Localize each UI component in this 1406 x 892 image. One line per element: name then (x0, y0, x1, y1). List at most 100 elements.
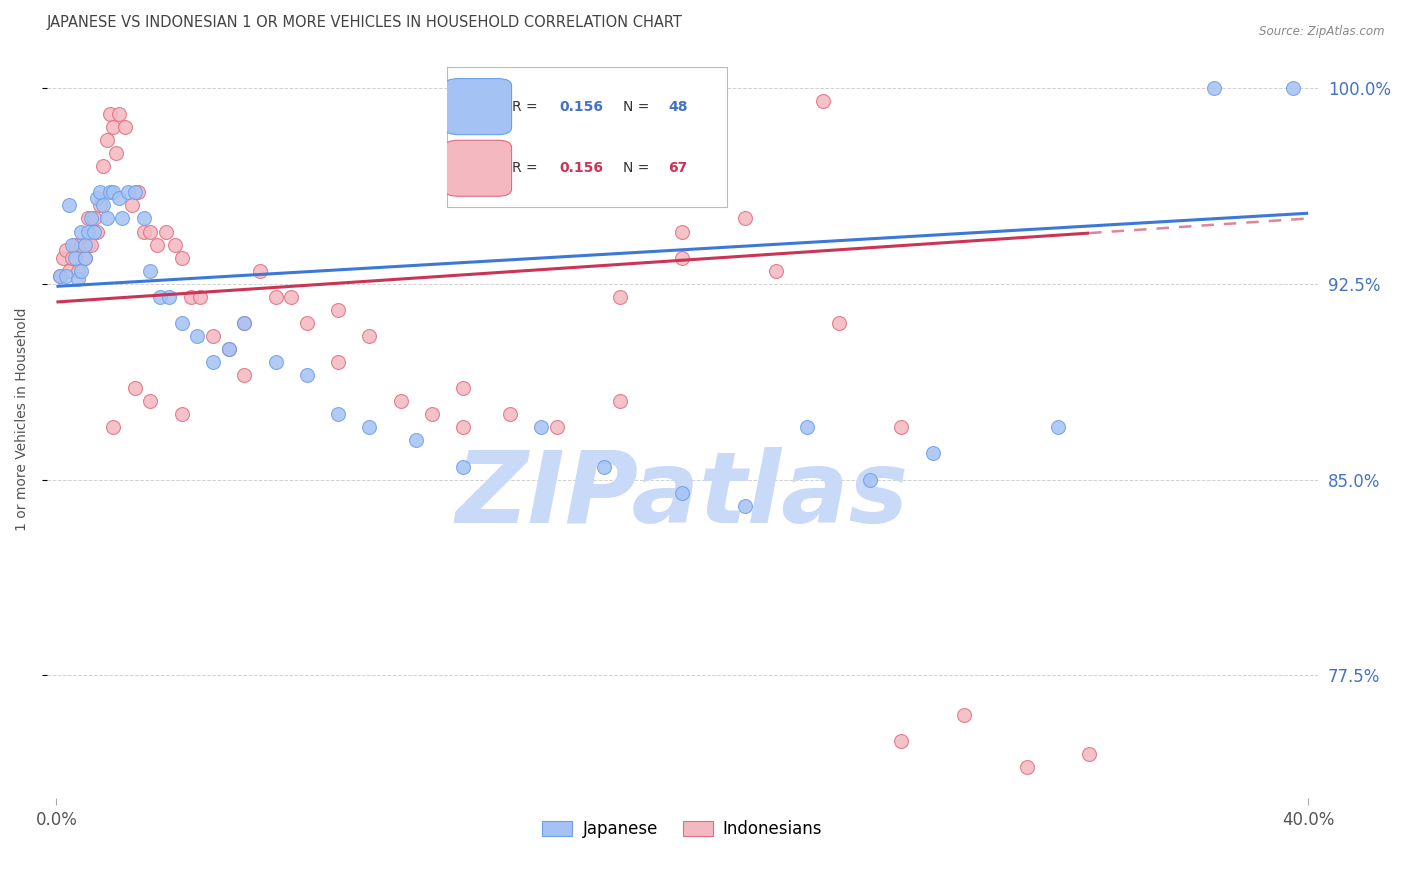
Point (233, 316, 256, 330)
Point (1204, 81, 1226, 95)
Point (765, 263, 787, 277)
Point (953, 707, 976, 722)
Point (67, 263, 90, 277)
Point (295, 368, 318, 383)
Y-axis label: 1 or more Vehicles in Household: 1 or more Vehicles in Household (15, 308, 30, 532)
Point (671, 225, 693, 239)
Point (233, 368, 256, 383)
Point (60, 251, 83, 265)
Point (58, 263, 80, 277)
Point (530, 420, 553, 434)
Point (70, 225, 93, 239)
Point (98, 186, 121, 200)
Point (70, 237, 93, 252)
Point (890, 420, 912, 434)
Text: Source: ZipAtlas.com: Source: ZipAtlas.com (1260, 25, 1385, 38)
Point (451, 459, 474, 474)
Point (96, 211, 118, 226)
Point (80, 211, 103, 226)
Point (170, 407, 193, 421)
Point (170, 251, 193, 265)
Point (180, 290, 202, 304)
Point (155, 225, 177, 239)
Point (280, 290, 302, 304)
Point (80, 237, 103, 252)
Point (104, 146, 127, 161)
Point (359, 420, 381, 434)
Point (58, 198, 80, 212)
Point (359, 329, 381, 343)
Point (101, 420, 124, 434)
Point (86, 190, 108, 204)
Text: ZIPatlas: ZIPatlas (456, 447, 908, 544)
Point (55, 268, 77, 283)
Point (609, 290, 631, 304)
Point (132, 225, 155, 239)
Point (165, 237, 187, 252)
Legend: Japanese, Indonesians: Japanese, Indonesians (534, 812, 831, 847)
Point (389, 394, 412, 409)
Point (828, 316, 851, 330)
Point (796, 420, 818, 434)
Point (139, 225, 162, 239)
Point (1281, 81, 1303, 95)
Point (67, 271, 90, 285)
Point (201, 329, 224, 343)
Point (132, 211, 155, 226)
Point (218, 342, 240, 356)
Point (96, 133, 118, 147)
Point (48, 268, 70, 283)
Point (83, 211, 105, 226)
Point (157, 290, 180, 304)
Point (52, 251, 75, 265)
Point (326, 355, 349, 369)
Point (108, 190, 131, 204)
Point (1015, 760, 1038, 774)
Point (233, 316, 256, 330)
Point (114, 120, 136, 134)
Point (55, 243, 77, 257)
Point (1078, 747, 1101, 761)
Point (1046, 420, 1069, 434)
Point (201, 355, 224, 369)
Point (145, 237, 167, 252)
Point (811, 94, 834, 108)
Point (73, 251, 96, 265)
Point (121, 198, 143, 212)
Point (124, 381, 146, 395)
Point (86, 225, 108, 239)
Point (671, 485, 693, 500)
Point (89, 198, 111, 212)
Point (93, 198, 115, 212)
Point (671, 251, 693, 265)
Point (76, 225, 98, 239)
Point (101, 186, 124, 200)
Point (734, 499, 756, 513)
Point (593, 107, 616, 121)
Point (295, 316, 318, 330)
Point (405, 434, 427, 448)
Point (451, 420, 474, 434)
Point (190, 290, 212, 304)
Point (593, 459, 616, 474)
Point (63, 251, 86, 265)
Point (326, 302, 349, 317)
Point (249, 263, 271, 277)
Point (60, 237, 83, 252)
Point (83, 225, 105, 239)
Point (186, 329, 208, 343)
Point (326, 407, 349, 421)
Point (264, 355, 287, 369)
Point (890, 733, 912, 747)
Point (546, 420, 568, 434)
Point (93, 159, 115, 173)
Point (734, 211, 756, 226)
Point (89, 186, 111, 200)
Point (124, 186, 146, 200)
Point (48, 268, 70, 283)
Point (76, 211, 98, 226)
Point (218, 342, 240, 356)
Point (101, 120, 124, 134)
Point (108, 107, 131, 121)
Point (170, 316, 193, 330)
